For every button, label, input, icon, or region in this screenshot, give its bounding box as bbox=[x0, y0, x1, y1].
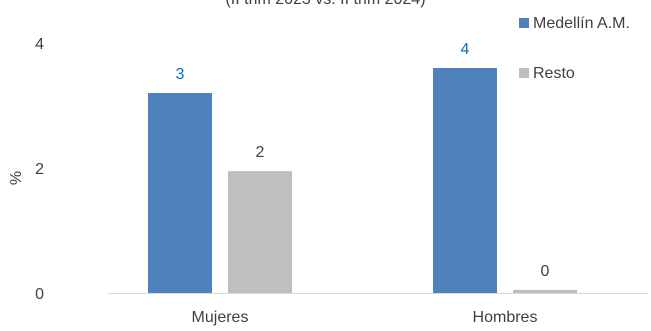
bar-medellin-mujeres bbox=[148, 93, 212, 293]
data-label: 0 bbox=[541, 263, 550, 280]
bar-resto-mujeres bbox=[228, 171, 292, 293]
chart-subtitle: (II trim 2023 vs. II trim 2024) bbox=[0, 0, 651, 9]
data-label: 2 bbox=[256, 144, 265, 161]
legend-swatch bbox=[519, 18, 529, 28]
bar-medellin-hombres bbox=[433, 68, 497, 293]
data-label: 3 bbox=[176, 66, 185, 83]
legend-label: Resto bbox=[533, 65, 575, 82]
x-tick-label: Mujeres bbox=[192, 309, 249, 326]
data-label: 4 bbox=[461, 41, 470, 58]
y-tick-label: 2 bbox=[35, 161, 44, 178]
legend-swatch bbox=[519, 68, 529, 78]
y-tick-label: 4 bbox=[35, 36, 44, 53]
legend-label: Medellín A.M. bbox=[533, 15, 630, 32]
y-axis-label: % bbox=[8, 170, 25, 186]
x-tick-label: Hombres bbox=[473, 309, 538, 326]
bar-resto-hombres bbox=[513, 289, 577, 293]
y-tick-label: 0 bbox=[35, 286, 44, 303]
